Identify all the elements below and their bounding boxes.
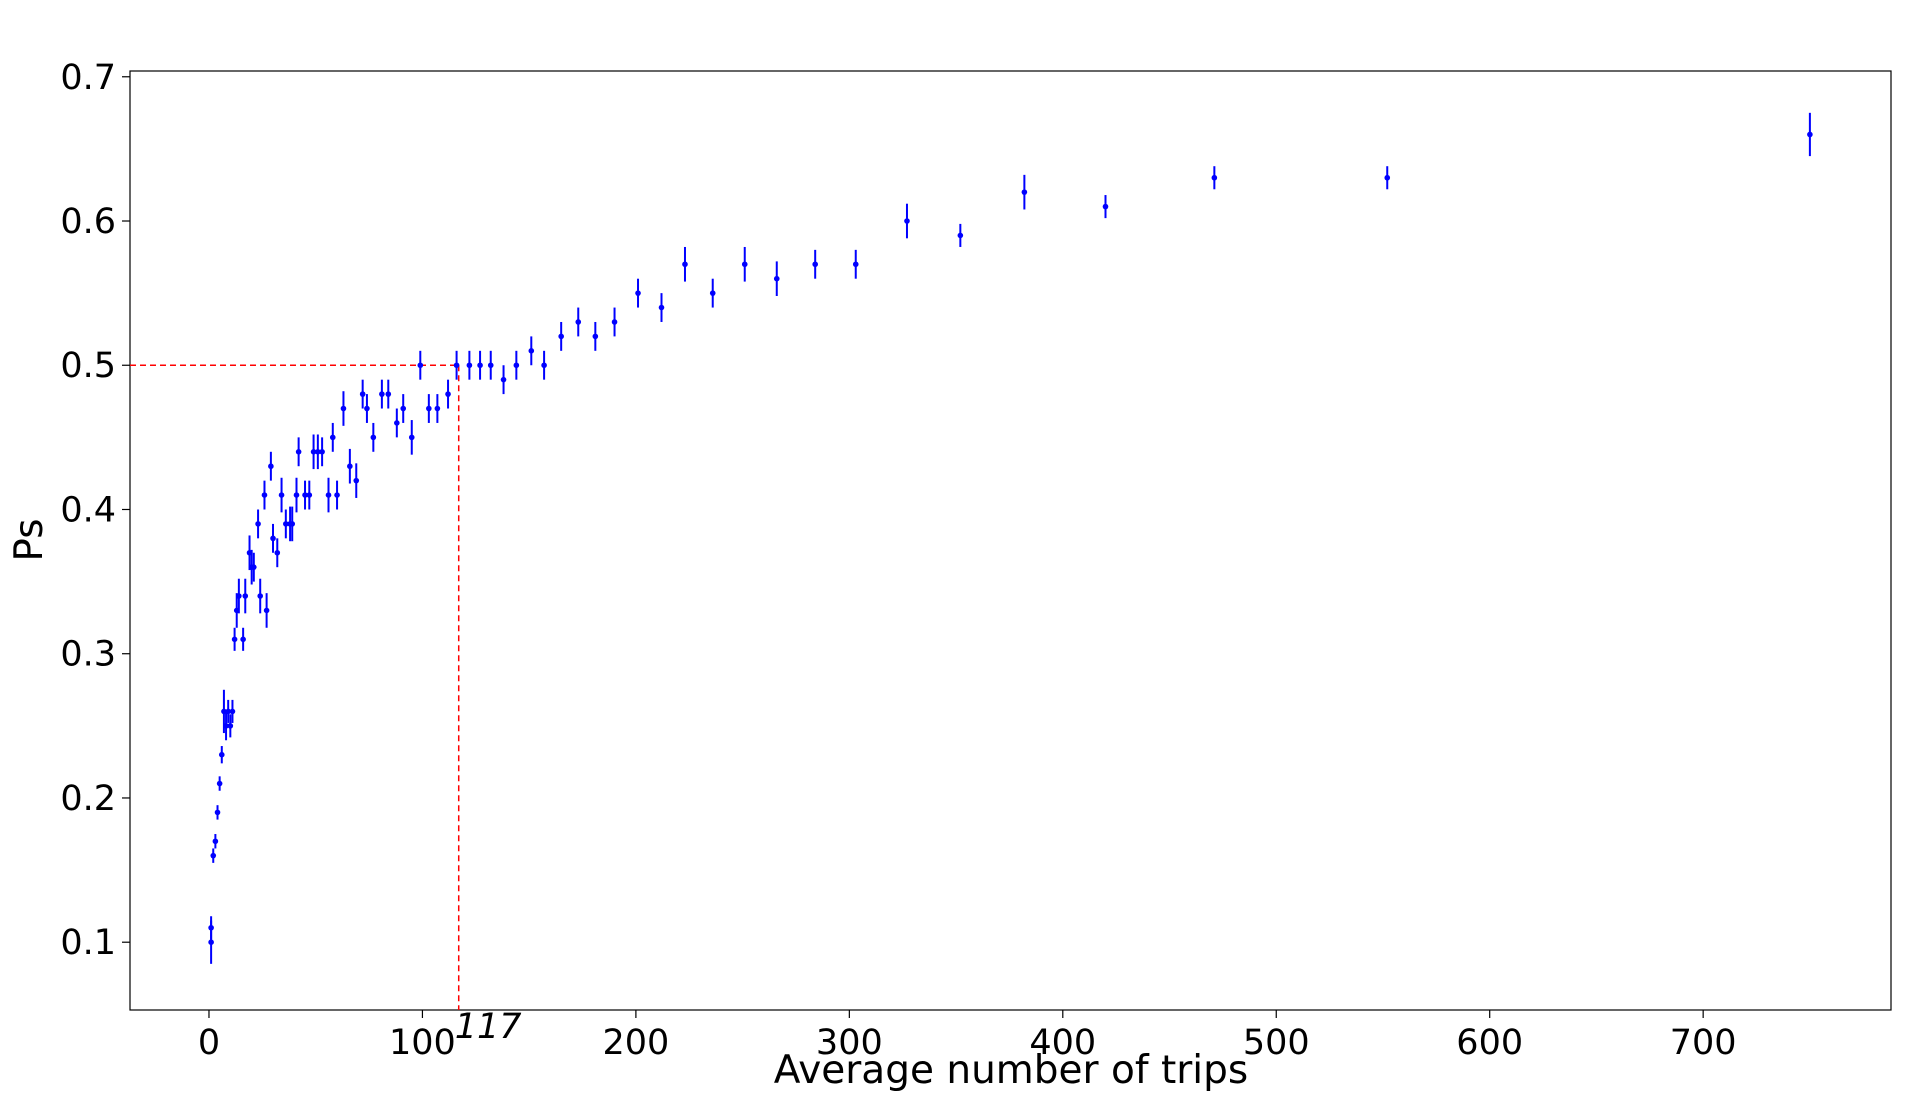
y-tick-label: 0.1 — [60, 923, 116, 963]
data-point — [477, 362, 483, 369]
data-point — [852, 261, 859, 268]
data-point — [263, 607, 270, 614]
y-tick-label: 0.7 — [60, 58, 116, 98]
data-point — [225, 708, 231, 715]
data-point — [1102, 203, 1109, 210]
x-tick-label: 400 — [1029, 1023, 1096, 1063]
data-point — [306, 492, 313, 498]
data-point — [1021, 189, 1028, 195]
y-tick-label: 0.4 — [60, 490, 116, 530]
data-point — [231, 636, 238, 643]
data-point — [426, 405, 432, 412]
y-tick-label: 0.3 — [60, 635, 116, 675]
data-point — [904, 218, 910, 224]
data-point — [353, 477, 360, 484]
data-point — [741, 261, 748, 268]
data-point — [611, 319, 618, 325]
data-point — [528, 348, 535, 354]
reference-label: 117 — [455, 1007, 522, 1047]
data-point — [466, 362, 473, 369]
data-point — [709, 290, 716, 296]
data-point — [453, 362, 460, 369]
data-point — [216, 780, 223, 787]
x-axis-label: Average number of trips — [774, 1048, 1248, 1093]
data-point — [682, 261, 688, 268]
data-point — [1211, 174, 1218, 181]
x-tick-label: 200 — [602, 1023, 669, 1063]
data-point — [325, 492, 332, 498]
data-point — [310, 448, 317, 455]
data-point — [400, 405, 407, 412]
y-axis-label: Ps — [7, 518, 52, 561]
data-point — [212, 838, 219, 845]
data-point — [334, 492, 340, 498]
plot-frame — [129, 70, 1892, 1011]
data-point — [445, 391, 451, 397]
data-point — [558, 333, 564, 340]
data-point — [319, 448, 325, 455]
data-point — [315, 448, 321, 455]
data-point — [214, 809, 221, 816]
data-point — [236, 593, 242, 599]
data-point — [592, 333, 599, 340]
data-point — [255, 521, 261, 527]
data-point — [229, 708, 236, 715]
data-point — [370, 434, 377, 441]
data-point — [218, 751, 225, 758]
data-point — [408, 434, 415, 441]
data-point — [278, 492, 285, 498]
data-point — [417, 362, 424, 369]
data-point — [240, 636, 246, 643]
data-point — [487, 362, 494, 369]
x-tick-label: 0 — [198, 1023, 220, 1063]
x-tick-label: 300 — [816, 1023, 883, 1063]
data-point — [208, 939, 214, 946]
data-point — [379, 391, 385, 397]
data-point — [257, 593, 264, 599]
data-point — [434, 405, 441, 412]
data-point — [283, 521, 289, 527]
data-point — [210, 852, 217, 859]
data-point — [251, 564, 257, 570]
data-point — [274, 549, 281, 556]
data-point — [340, 405, 347, 412]
data-point — [242, 593, 249, 599]
data-point — [385, 391, 392, 397]
data-point — [575, 319, 582, 325]
data-point — [500, 376, 507, 383]
data-point — [359, 391, 366, 397]
data-point — [227, 723, 234, 729]
data-point — [635, 290, 641, 296]
data-point — [268, 463, 274, 470]
data-point — [293, 492, 300, 498]
data-point — [957, 232, 964, 239]
data-point — [329, 434, 336, 441]
data-point — [364, 405, 370, 412]
data-point — [394, 420, 400, 426]
data-point — [1807, 131, 1813, 138]
data-point — [261, 492, 268, 498]
data-point — [302, 492, 308, 498]
data-point — [1384, 174, 1391, 181]
data-point — [541, 362, 547, 369]
data-point — [270, 535, 276, 542]
data-point — [347, 463, 353, 470]
x-tick-label: 500 — [1243, 1023, 1310, 1063]
y-tick-label: 0.2 — [60, 779, 116, 819]
data-point — [773, 275, 780, 282]
x-tick-label: 100 — [389, 1023, 456, 1063]
y-tick-label: 0.5 — [60, 346, 116, 386]
data-point — [295, 448, 302, 455]
data-point — [812, 261, 818, 268]
x-tick-label: 600 — [1456, 1023, 1523, 1063]
data-point — [289, 521, 296, 527]
data-point — [223, 723, 229, 729]
data-point — [513, 362, 520, 369]
x-tick-label: 700 — [1670, 1023, 1737, 1063]
data-point — [658, 304, 665, 311]
y-tick-label: 0.6 — [60, 202, 116, 242]
